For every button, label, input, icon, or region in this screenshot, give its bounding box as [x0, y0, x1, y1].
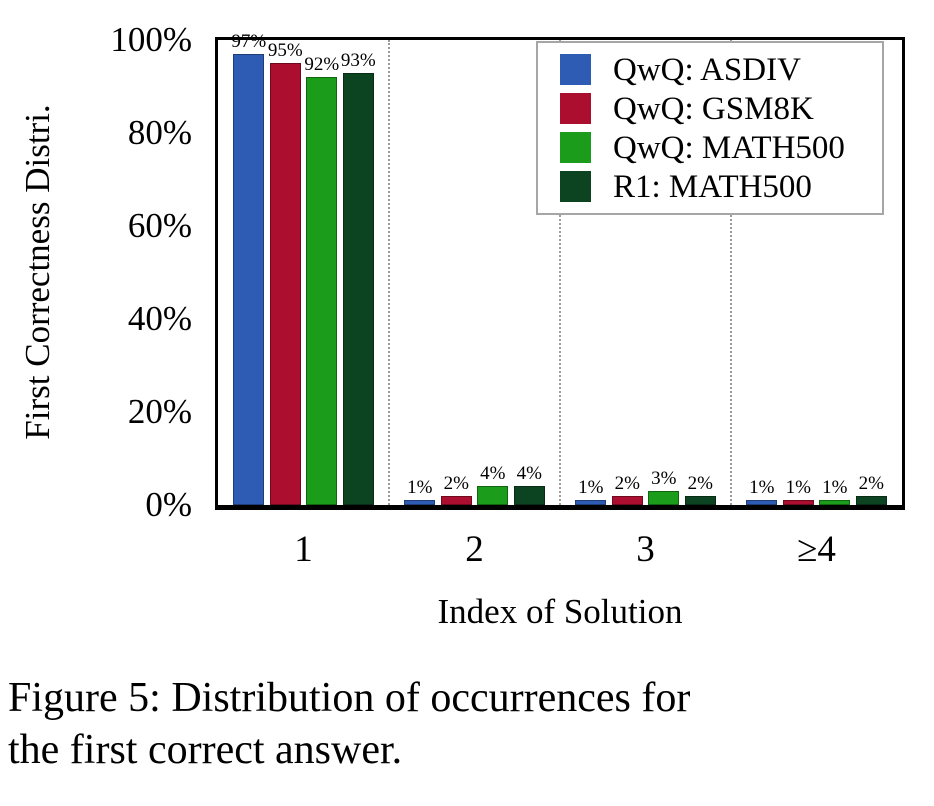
bar-value-label: 3%	[651, 468, 677, 490]
legend-item: QwQ: MATH500	[560, 128, 878, 167]
y-tick-label: 20%	[127, 392, 192, 431]
legend-swatch	[560, 54, 591, 85]
legend-label: QwQ: ASDIV	[613, 51, 801, 88]
bar-value-label: 1%	[785, 477, 811, 499]
bar	[404, 500, 436, 505]
legend-swatch	[560, 132, 591, 163]
bar	[855, 495, 887, 505]
bar-value-label: 93%	[340, 49, 376, 71]
bar-value-label: 1%	[407, 477, 433, 499]
x-tick-label: 2	[465, 529, 484, 570]
y-tick-label: 100%	[110, 20, 192, 59]
bar	[342, 72, 374, 505]
caption-line-1: Figure 5: Distribution of occurrences fo…	[8, 675, 691, 721]
legend-item: QwQ: ASDIV	[560, 50, 878, 89]
bar-value-label: 2%	[443, 472, 469, 494]
bar-value-label: 1%	[822, 477, 848, 499]
x-axis-label: Index of Solution	[437, 592, 683, 631]
bar-value-label: 2%	[858, 472, 884, 494]
x-tick-label: 3	[636, 529, 655, 570]
bar	[611, 495, 643, 505]
bar-value-label: 4%	[516, 463, 542, 485]
legend-swatch	[560, 171, 591, 202]
y-tick-label: 80%	[127, 113, 192, 152]
legend-item: QwQ: GSM8K	[560, 89, 878, 128]
category-separator	[388, 40, 390, 505]
figure-caption: Figure 5: Distribution of occurrences fo…	[8, 672, 934, 776]
bar-value-label: 95%	[267, 40, 303, 62]
bar	[648, 491, 680, 505]
bar-value-label: 1%	[749, 477, 775, 499]
bar	[513, 486, 545, 505]
legend-label: R1: MATH500	[613, 168, 812, 205]
bar-value-label: 2%	[614, 472, 640, 494]
bar	[782, 500, 814, 505]
bar	[306, 77, 338, 505]
bar	[477, 486, 509, 505]
legend-label: QwQ: MATH500	[613, 129, 845, 166]
legend-swatch	[560, 93, 591, 124]
legend-label: QwQ: GSM8K	[613, 90, 814, 127]
bar-value-label: 4%	[480, 463, 506, 485]
bar	[819, 500, 851, 505]
bar-value-label: 97%	[231, 30, 267, 52]
x-tick-label: 1	[294, 529, 313, 570]
bar-value-label: 92%	[304, 54, 340, 76]
bar	[684, 495, 716, 505]
legend-item: R1: MATH500	[560, 167, 878, 206]
x-tick-label: ≥4	[797, 529, 836, 570]
bar-value-label: 2%	[687, 472, 713, 494]
bar	[440, 495, 472, 505]
bar	[233, 53, 265, 505]
legend: QwQ: ASDIV QwQ: GSM8K QwQ: MATH500 R1: MATH…	[536, 41, 884, 215]
y-tick-label: 40%	[127, 299, 192, 338]
category-separator	[559, 40, 561, 505]
caption-line-2: the first correct answer.	[8, 727, 403, 773]
category-separator	[730, 40, 732, 505]
y-tick-label: 60%	[127, 206, 192, 245]
bar	[575, 500, 607, 505]
bar-value-label: 1%	[578, 477, 604, 499]
y-axis-label: First Correctness Distri.	[18, 104, 57, 440]
bar	[746, 500, 778, 505]
bar	[269, 63, 301, 505]
y-tick-label: 0%	[145, 485, 192, 524]
